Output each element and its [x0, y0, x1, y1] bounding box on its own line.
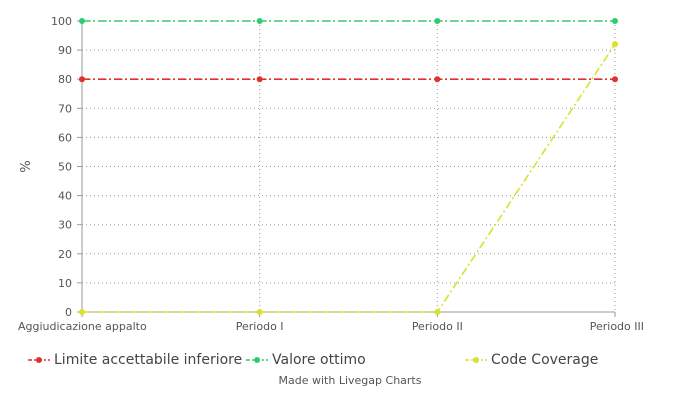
- legend-swatch-marker: [254, 357, 260, 363]
- data-point-limite-accettabile-inferiore[interactable]: [79, 76, 85, 83]
- legend-label: Code Coverage: [491, 352, 599, 368]
- legend-swatch-limite: [28, 357, 50, 363]
- y-tick-label: 40: [58, 190, 72, 203]
- legend-swatch-marker: [36, 357, 42, 363]
- data-point-code-coverage[interactable]: [79, 309, 85, 315]
- grid-lines: [82, 20, 616, 312]
- y-tick-label: 10: [58, 277, 72, 290]
- data-point-limite-accettabile-inferiore[interactable]: [434, 76, 441, 83]
- y-tick-label: 100: [51, 15, 72, 28]
- y-tick-labels: 0 10 20 30 40 50 60 70 80 90 100: [51, 15, 72, 319]
- axes: [77, 20, 616, 317]
- legend: Limite accettabile inferiore Valore otti…: [0, 350, 700, 372]
- data-point-code-coverage[interactable]: [256, 309, 263, 315]
- y-tick-label: 50: [58, 161, 72, 174]
- legend-item-limite[interactable]: Limite accettabile inferiore: [28, 350, 242, 370]
- legend-label: Limite accettabile inferiore: [54, 352, 243, 368]
- data-point-code-coverage[interactable]: [434, 309, 441, 315]
- y-axis-title: %: [19, 160, 34, 172]
- legend-item-valore-ottimo[interactable]: Valore ottimo: [246, 350, 366, 370]
- data-point-valore-ottimo[interactable]: [612, 18, 618, 24]
- credit-text: Made with Livegap Charts: [278, 374, 422, 387]
- series-line-code-coverage: [82, 43, 616, 313]
- data-point-limite-accettabile-inferiore[interactable]: [256, 76, 263, 83]
- x-tick-label: Aggiudicazione appalto: [18, 320, 147, 333]
- x-tick-label: Periodo II: [412, 320, 463, 333]
- y-tick-label: 80: [58, 73, 72, 86]
- data-points: [79, 18, 618, 315]
- data-point-valore-ottimo[interactable]: [434, 18, 441, 24]
- legend-swatch-marker: [473, 357, 479, 363]
- series-lines: [82, 20, 616, 313]
- y-tick-label: 0: [65, 306, 72, 319]
- data-point-valore-ottimo[interactable]: [79, 18, 85, 24]
- x-tick-labels: Aggiudicazione appalto Periodo I Periodo I…: [18, 320, 644, 333]
- y-tick-label: 30: [58, 219, 72, 232]
- legend-swatch-valore-ottimo: [246, 357, 268, 363]
- legend-label: Valore ottimo: [272, 352, 366, 368]
- data-point-code-coverage[interactable]: [612, 41, 618, 48]
- data-point-valore-ottimo[interactable]: [256, 18, 263, 24]
- data-point-limite-accettabile-inferiore[interactable]: [612, 76, 618, 83]
- legend-item-code-coverage[interactable]: Code Coverage: [465, 350, 598, 370]
- y-tick-label: 20: [58, 248, 72, 261]
- x-tick-label: Periodo III: [590, 320, 644, 333]
- x-tick-label: Periodo I: [236, 320, 284, 333]
- y-tick-label: 90: [58, 44, 72, 57]
- legend-swatch-code-coverage: [465, 357, 487, 363]
- y-tick-label: 70: [58, 102, 72, 115]
- y-tick-label: 60: [58, 131, 72, 144]
